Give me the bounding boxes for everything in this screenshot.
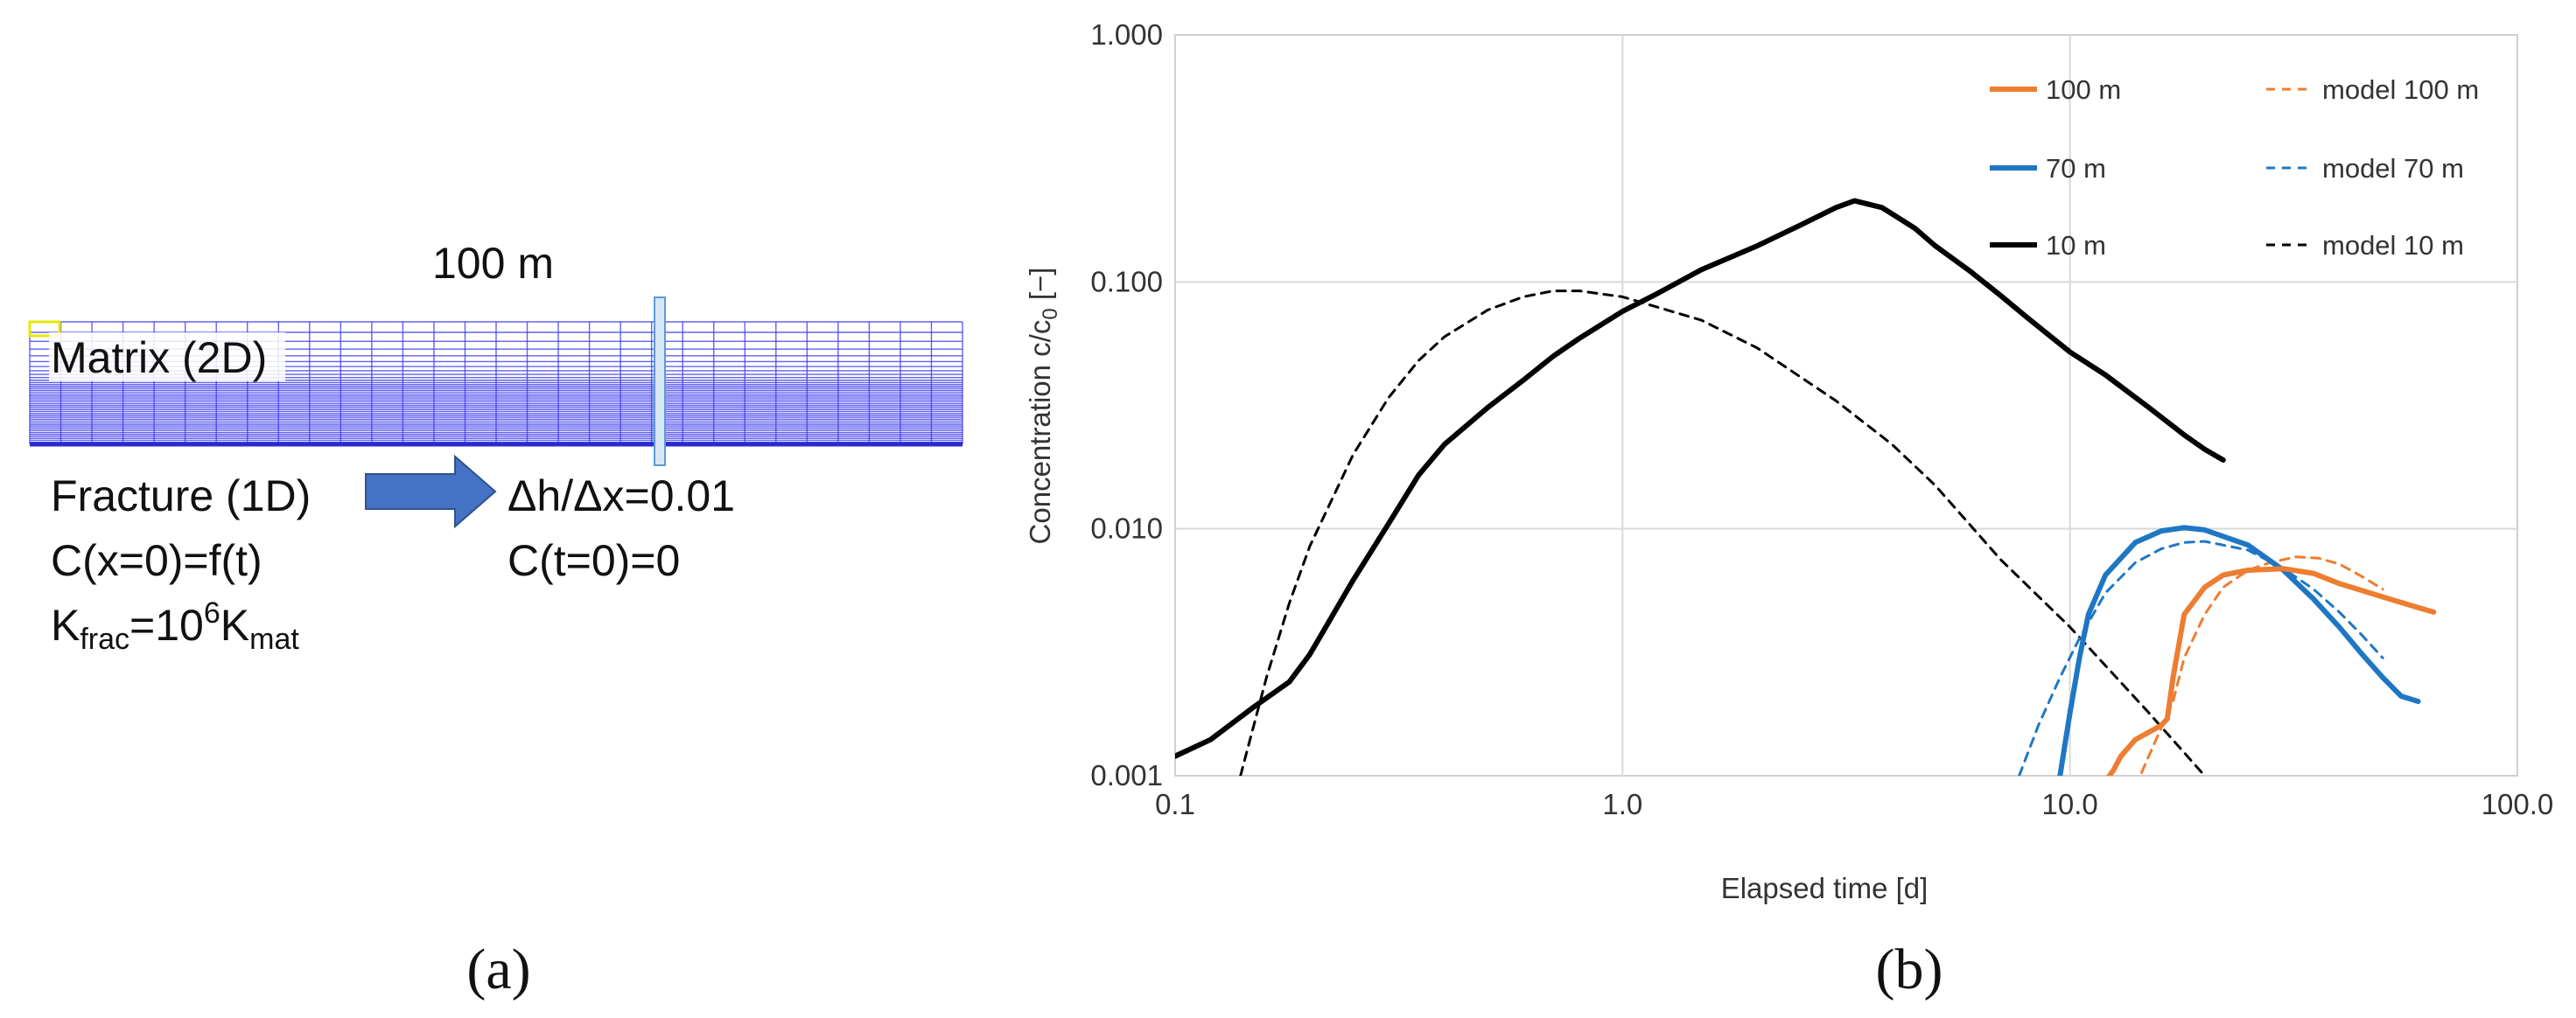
y-axis-label: Concentration c/c0 [−] bbox=[1024, 268, 1062, 545]
series-line-model-70-m bbox=[2018, 540, 2384, 776]
length-label: 100 m bbox=[432, 239, 554, 288]
series-line-10-m bbox=[1175, 198, 2226, 759]
observation-line bbox=[654, 296, 666, 466]
boundary-condition-label: C(x=0)=f(t) bbox=[51, 536, 262, 585]
tick-labels: 0.1 1.0 10.0 100.0 0.001 0.010 0.100 1.000 bbox=[1090, 18, 2553, 820]
y-tick-label: 1.000 bbox=[1090, 18, 1163, 51]
series-layer bbox=[1175, 198, 2437, 776]
series-line-model-100-m bbox=[2138, 555, 2384, 776]
matrix-mesh bbox=[29, 321, 963, 444]
panel-a: 100 m Matrix (2D) Fracture (1D) Δh/Δx=0.… bbox=[28, 239, 963, 1001]
matrix-label: Matrix (2D) bbox=[51, 333, 267, 382]
series-line-100-m bbox=[2106, 566, 2437, 776]
panel-a-caption: (a) bbox=[466, 938, 530, 1001]
x-tick-label: 100.0 bbox=[2482, 788, 2554, 820]
flow-arrow-icon bbox=[365, 454, 497, 529]
y-tick-label: 0.010 bbox=[1090, 512, 1163, 545]
series-line-70-m bbox=[2057, 525, 2421, 776]
x-axis-label: Elapsed time [d] bbox=[1721, 872, 1928, 904]
legend-label: model 70 m bbox=[2322, 153, 2464, 184]
legend-label: 70 m bbox=[2046, 153, 2106, 184]
injection-marker bbox=[28, 320, 61, 338]
gradient-label: Δh/Δx=0.01 bbox=[508, 471, 735, 520]
y-tick-label: 0.100 bbox=[1090, 265, 1163, 297]
legend-label: 100 m bbox=[2046, 74, 2121, 105]
legend-label: model 100 m bbox=[2322, 74, 2479, 105]
x-tick-label: 10.0 bbox=[2042, 788, 2098, 820]
gridlines bbox=[1175, 35, 2517, 776]
x-tick-label: 0.1 bbox=[1155, 788, 1195, 820]
matrix-label-bg bbox=[49, 332, 285, 381]
initial-condition-label: C(t=0)=0 bbox=[508, 536, 680, 585]
panel-b-caption: (b) bbox=[1876, 938, 1943, 1001]
legend-label: 10 m bbox=[2046, 230, 2106, 261]
conductivity-label: Kfrac=106Kmat bbox=[51, 596, 299, 656]
y-tick-label: 0.001 bbox=[1090, 759, 1163, 791]
legend-label: model 10 m bbox=[2322, 230, 2464, 261]
x-tick-label: 1.0 bbox=[1602, 788, 1642, 820]
plot-area bbox=[1174, 34, 2518, 777]
legend: 100 m model 100 m 70 m model 70 m 10 m model … bbox=[1990, 74, 2479, 261]
series-line-model-10-m bbox=[1239, 289, 2207, 776]
fracture-label: Fracture (1D) bbox=[51, 471, 311, 520]
panel-b: 0.1 1.0 10.0 100.0 0.001 0.010 0.100 1.000 100 … bbox=[1024, 18, 2553, 1001]
